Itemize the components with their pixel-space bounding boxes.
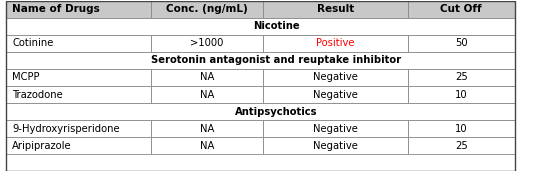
Bar [150,1,263,18]
Bar [6,137,150,154]
Text: Result: Result [317,4,354,14]
Text: 10: 10 [455,89,468,100]
Bar [6,35,150,52]
Text: NA: NA [200,72,214,83]
Bar [150,35,263,52]
Text: Cotinine: Cotinine [12,38,54,49]
Text: Positive: Positive [316,38,354,49]
Text: Nicotine: Nicotine [253,21,300,31]
Text: MCPP: MCPP [12,72,40,83]
Text: Conc. (ng/mL): Conc. (ng/mL) [166,4,248,14]
Text: >1000: >1000 [190,38,223,49]
Text: 25: 25 [455,141,468,151]
Bar [6,154,515,171]
Text: Negative: Negative [313,89,358,100]
Bar [263,69,408,86]
Text: Negative: Negative [313,72,358,83]
Bar [263,137,408,154]
Bar [263,1,408,18]
Bar [408,137,515,154]
Text: Antipsychotics: Antipsychotics [235,106,318,117]
Bar [6,120,150,137]
Bar [263,35,408,52]
Bar [150,86,263,103]
Text: 50: 50 [455,38,468,49]
Bar [408,1,515,18]
Bar [6,86,150,103]
Text: 10: 10 [455,123,468,134]
Bar [150,120,263,137]
Bar [6,18,515,35]
Text: 9-Hydroxyrisperidone: 9-Hydroxyrisperidone [12,123,119,134]
Text: Aripiprazole: Aripiprazole [12,141,72,151]
Bar [6,52,515,69]
Text: NA: NA [200,89,214,100]
Text: Negative: Negative [313,123,358,134]
Text: Negative: Negative [313,141,358,151]
Text: Cut Off: Cut Off [440,4,482,14]
Bar [150,69,263,86]
Bar [6,69,150,86]
Text: Trazodone: Trazodone [12,89,63,100]
Bar [6,103,515,120]
Text: NA: NA [200,141,214,151]
Bar [150,137,263,154]
Bar [263,120,408,137]
Text: Serotonin antagonist and reuptake inhibitor: Serotonin antagonist and reuptake inhibi… [152,55,401,66]
Bar [6,1,150,18]
Text: Name of Drugs: Name of Drugs [12,4,100,14]
Text: NA: NA [200,123,214,134]
Text: 25: 25 [455,72,468,83]
Bar [408,86,515,103]
Bar [408,120,515,137]
Bar [263,86,408,103]
Bar [408,69,515,86]
Bar [408,35,515,52]
